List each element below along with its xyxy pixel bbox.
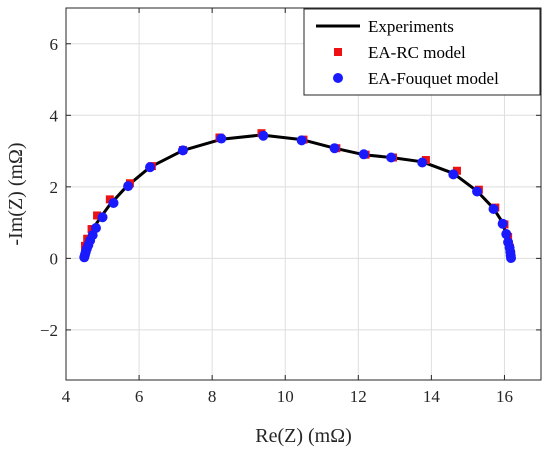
plot-frame: [65, 7, 542, 381]
ea-fouquet-point: [472, 186, 483, 197]
x-axis-label: Re(Z) (mΩ): [255, 425, 352, 447]
ea-fouquet-point: [448, 169, 459, 180]
x-tick-label: 16: [496, 387, 513, 406]
y-tick-label: 0: [50, 249, 59, 268]
ea-fouquet-point: [145, 162, 156, 173]
ea-fouquet-point: [501, 229, 512, 240]
legend-label-ea-fouquet: EA-Fouquet model: [368, 69, 499, 88]
series-ea-fouquet-model: [79, 130, 517, 264]
ea-fouquet-point: [386, 152, 397, 163]
legend-box: [303, 8, 541, 96]
ea-fouquet-point: [90, 222, 101, 233]
ea-fouquet-point: [296, 135, 307, 146]
x-tick-label: 8: [208, 387, 217, 406]
ea-fouquet-point: [216, 133, 227, 144]
legend: Experiments EA-RC model EA-Fouquet model: [303, 8, 541, 96]
legend-label-ea-rc: EA-RC model: [368, 43, 466, 62]
ea-rc-point: [93, 211, 102, 220]
ea-fouquet-point: [506, 253, 517, 264]
ea-fouquet-point: [258, 130, 269, 141]
ea-fouquet-point: [358, 149, 369, 160]
ea-fouquet-point: [417, 157, 428, 168]
x-tick-label: 12: [350, 387, 367, 406]
ea-fouquet-point: [108, 197, 119, 208]
x-axis-ticks: 4 6 8 10 12 14 16: [62, 8, 513, 406]
x-tick-label: 6: [135, 387, 144, 406]
grid: [65, 8, 541, 380]
x-tick-label: 4: [62, 387, 71, 406]
y-tick-label: 4: [50, 106, 59, 125]
legend-swatch-ea-rc: [334, 48, 342, 56]
y-tick-label: −2: [40, 321, 58, 340]
ea-fouquet-point: [329, 143, 340, 154]
ea-fouquet-point: [97, 212, 108, 223]
ea-fouquet-point: [497, 218, 508, 229]
ea-rc-point: [452, 166, 461, 175]
x-tick-label: 14: [423, 387, 441, 406]
y-axis-label: -Im(Z) (mΩ): [5, 142, 27, 245]
ea-rc-point: [105, 195, 114, 204]
x-tick-label: 10: [277, 387, 294, 406]
y-axis-ticks: −2 0 2 4 6: [40, 35, 541, 340]
y-tick-label: 6: [50, 35, 59, 54]
ea-fouquet-point: [177, 145, 188, 156]
legend-swatch-ea-fouquet: [333, 73, 343, 83]
ea-fouquet-point: [123, 181, 134, 192]
legend-label-experiments: Experiments: [368, 17, 454, 36]
ea-fouquet-point: [488, 204, 499, 215]
y-tick-label: 2: [50, 178, 59, 197]
